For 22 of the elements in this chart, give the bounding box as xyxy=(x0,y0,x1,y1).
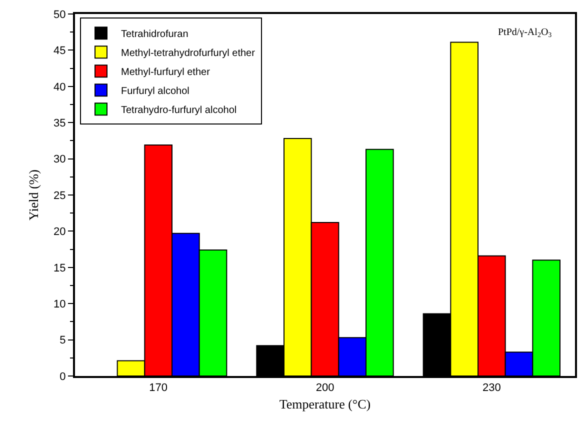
y-tick-label: 30 xyxy=(54,154,66,166)
y-tick-label: 10 xyxy=(54,298,66,310)
x-tick-label: 170 xyxy=(149,382,168,394)
y-tick-label: 25 xyxy=(54,190,66,202)
y-tick-label: 45 xyxy=(54,45,66,58)
y-tick-label: 15 xyxy=(54,262,66,274)
y-tick-label: 0 xyxy=(60,370,66,383)
legend-label: Tetrahidrofuran xyxy=(121,29,188,40)
y-axis-title: Yield (%) xyxy=(26,170,41,220)
y-tick-label: 5 xyxy=(60,334,66,347)
legend-label: Tetrahydro-furfuryl alcohol xyxy=(121,105,237,116)
x-axis-title: Temperature (°C) xyxy=(279,396,371,412)
y-tick-label: 35 xyxy=(54,117,66,130)
y-tick-label: 50 xyxy=(54,8,66,21)
annotation: PtPd/γ-Al$_{2}$O$_{3}$ xyxy=(498,27,552,40)
y-tick-label: 40 xyxy=(54,81,66,94)
x-tick-label: 200 xyxy=(316,382,334,394)
legend-label: Furfuryl alcohol xyxy=(121,86,190,98)
legend-label: Methyl-furfuryl ether xyxy=(121,67,211,78)
y-tick-label: 20 xyxy=(54,226,66,238)
legend-label: Methyl-tetrahydrofurfuryl ether xyxy=(121,48,256,60)
x-tick-label: 230 xyxy=(482,382,501,394)
